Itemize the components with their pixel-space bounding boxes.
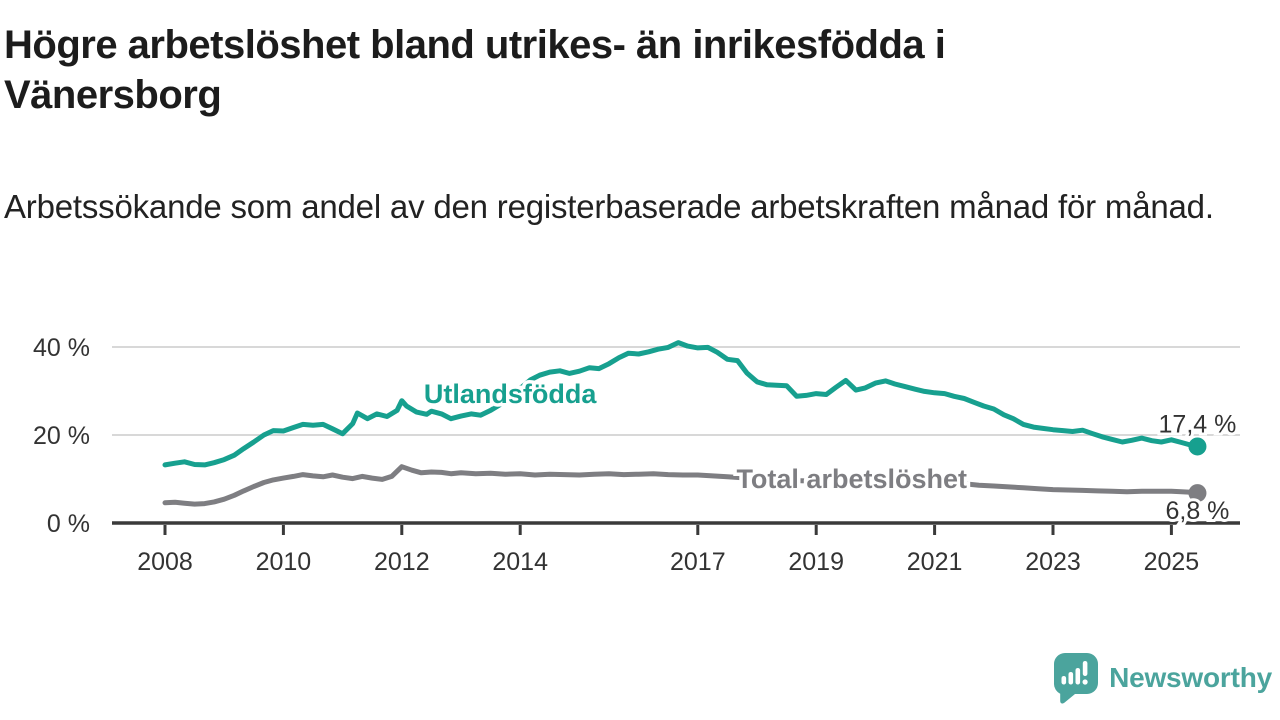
exclamation-stem-icon	[1082, 661, 1088, 676]
bar-icon-small	[1061, 676, 1067, 685]
exclamation-dot-icon	[1082, 679, 1088, 685]
chart-subtitle: Arbetssökande som andel av den registerb…	[4, 188, 1214, 225]
series-inline-label: Total arbetslöshet	[736, 464, 967, 494]
series-end-dot	[1188, 484, 1207, 503]
series-line-total-arbetsl-shet	[162, 464, 1200, 507]
x-axis-tick-label: 2019	[788, 548, 844, 576]
newsworthy-brand: Newsworthy	[1052, 652, 1272, 704]
line-chart: 0 % 20 % 40 % 2008 2010 2012 2014 2017 2019 2021 2…	[33, 334, 1240, 576]
x-axis-tick-label: 2010	[256, 548, 312, 576]
brand-name: Newsworthy	[1109, 662, 1272, 693]
x-axis-tick-label: 2017	[670, 548, 726, 576]
y-axis-tick-label: 0 %	[47, 510, 90, 538]
series-inline-label: Utlandsfödda	[424, 379, 597, 409]
series-end-value-label: 17,4 %	[1159, 410, 1237, 438]
bar-icon-large	[1075, 668, 1081, 685]
x-axis-tick-label: 2008	[137, 548, 193, 576]
bar-icon-medium	[1068, 672, 1074, 685]
y-axis-tick-label: 40 %	[33, 334, 90, 362]
newsworthy-logo-icon	[1054, 653, 1099, 704]
x-axis-tick-label: 2025	[1144, 548, 1200, 576]
chart-header: Högre arbetslöshet bland utrikes- än inr…	[4, 20, 1244, 230]
page-title: Högre arbetslöshet bland utrikes- än inr…	[4, 23, 946, 117]
series-end-dot	[1188, 437, 1207, 456]
x-axis-tick-label: 2014	[492, 548, 548, 576]
series-end-value-label: 6,8 %	[1165, 497, 1229, 525]
x-axis-tick-label: 2023	[1025, 548, 1081, 576]
series-line-utlandsf-dda	[162, 340, 1200, 468]
y-axis-tick-label: 20 %	[33, 422, 90, 450]
x-axis-tick-label: 2021	[907, 548, 963, 576]
x-axis-tick-label: 2012	[374, 548, 430, 576]
